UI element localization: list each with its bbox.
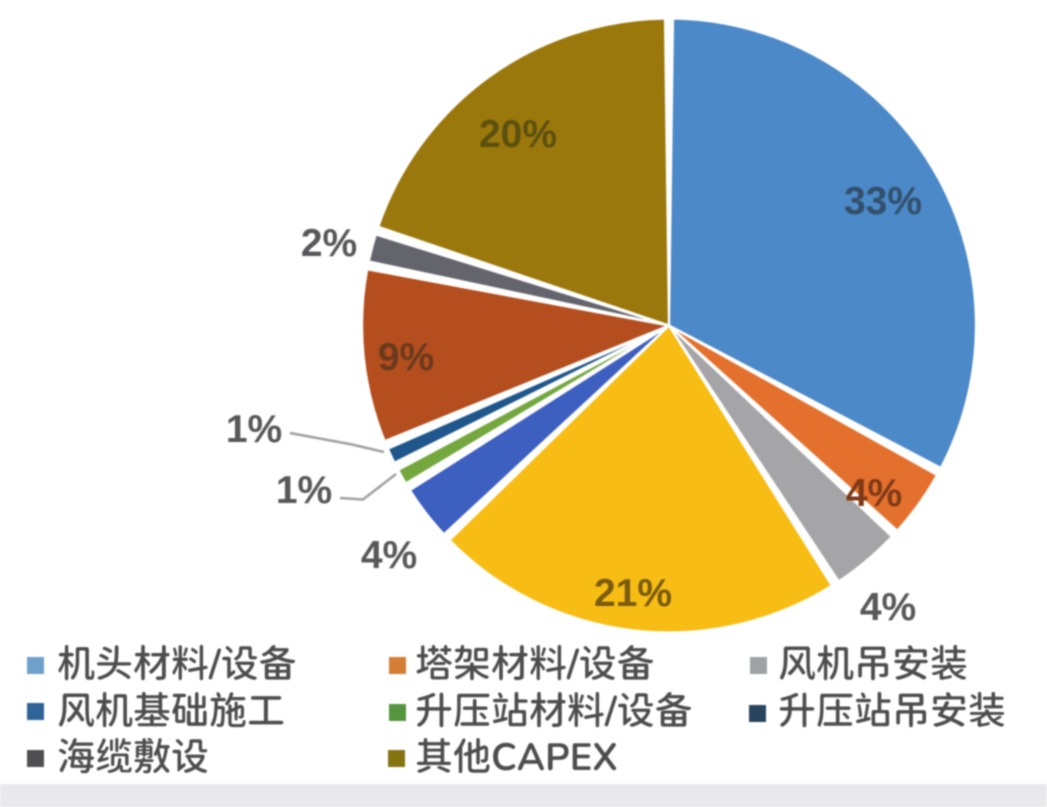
svg-text:33%: 33% — [844, 180, 922, 223]
svg-text:2%: 2% — [301, 222, 357, 265]
svg-text:1%: 1% — [226, 408, 282, 451]
svg-text:1%: 1% — [276, 469, 332, 512]
svg-text:20%: 20% — [479, 113, 557, 156]
svg-text:4%: 4% — [860, 586, 916, 629]
svg-text:4%: 4% — [846, 472, 902, 515]
svg-text:4%: 4% — [361, 534, 417, 577]
svg-text:9%: 9% — [378, 336, 434, 379]
svg-text:21%: 21% — [594, 572, 672, 615]
